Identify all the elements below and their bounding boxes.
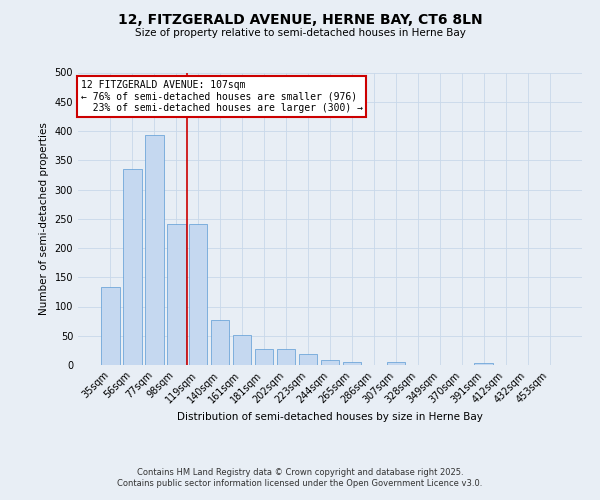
Bar (277, 349, 295, 365)
Text: 12, FITZGERALD AVENUE, HERNE BAY, CT6 8LN: 12, FITZGERALD AVENUE, HERNE BAY, CT6 8L… (118, 12, 482, 26)
Bar (233, 334, 251, 365)
Text: Size of property relative to semi-detached houses in Herne Bay: Size of property relative to semi-detach… (134, 28, 466, 38)
Bar (343, 362, 361, 365)
Bar (189, 224, 208, 365)
Bar (475, 363, 493, 365)
Bar (145, 135, 164, 365)
Y-axis label: Number of semi-detached properties: Number of semi-detached properties (39, 122, 49, 315)
Bar (255, 349, 274, 365)
Bar (167, 224, 185, 365)
Bar (299, 354, 317, 365)
Bar (386, 362, 405, 365)
Bar (320, 360, 340, 365)
X-axis label: Distribution of semi-detached houses by size in Herne Bay: Distribution of semi-detached houses by … (177, 412, 483, 422)
Text: Contains HM Land Registry data © Crown copyright and database right 2025.
Contai: Contains HM Land Registry data © Crown c… (118, 468, 482, 487)
Bar (211, 320, 229, 365)
Bar (101, 286, 119, 365)
Text: 12 FITZGERALD AVENUE: 107sqm
← 76% of semi-detached houses are smaller (976)
  2: 12 FITZGERALD AVENUE: 107sqm ← 76% of se… (80, 80, 362, 113)
Bar (123, 169, 142, 365)
